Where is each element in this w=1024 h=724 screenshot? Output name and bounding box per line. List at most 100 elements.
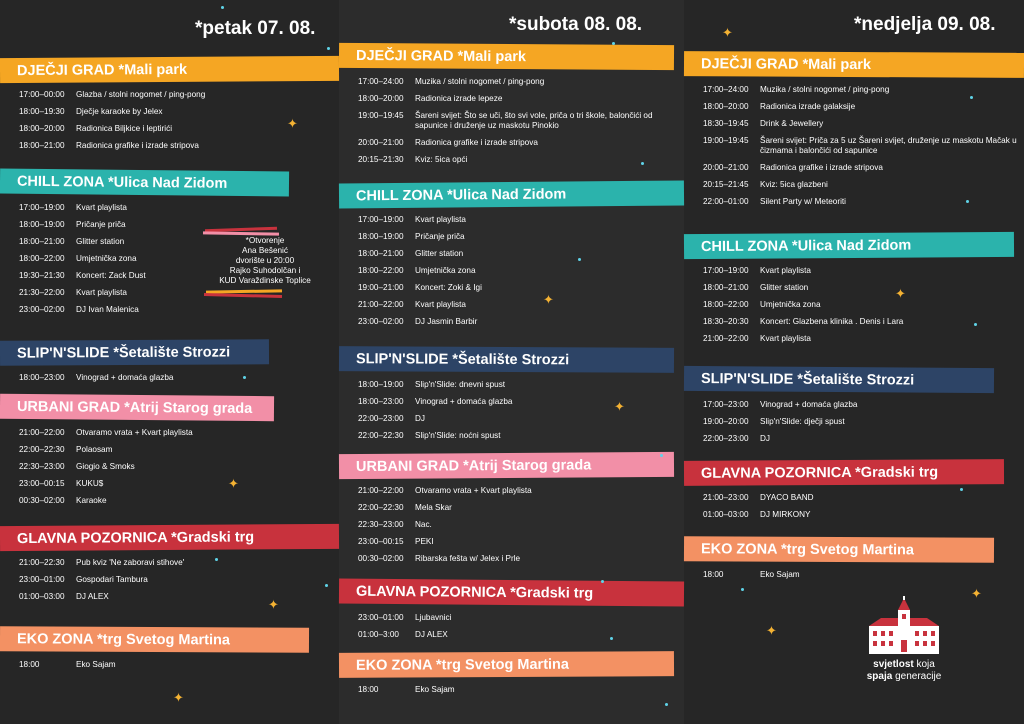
- schedule-row: 18:00 Eko Sajam: [703, 570, 1024, 580]
- schedule-row: 18:00–22:00 Umjetnička zona: [703, 300, 1024, 310]
- event-name: Kvart playlista: [760, 334, 811, 343]
- event-name: Vinograd + domaća glazba: [760, 400, 858, 409]
- event-time: 01:00–03:00: [703, 510, 749, 519]
- event-time: 21:00–23:00: [703, 493, 749, 502]
- event-name: Pričanje priča: [415, 232, 465, 241]
- event-time: 18:00: [703, 570, 724, 579]
- event-time: 18:00–22:00: [19, 254, 65, 263]
- schedule-row: 18:00–19:00 Pričanje priča: [19, 220, 339, 230]
- event-name: Vinograd + domaća glazba: [76, 373, 174, 382]
- event-name: Koncert: Zoki & Igi: [415, 283, 482, 292]
- schedule-row: 21:00–22:00 Otvaramo vrata + Kvart playli…: [358, 486, 684, 496]
- event-time: 19:00–19:45: [358, 111, 404, 120]
- schedule-row: 23:00–01:00 Ljubavnici: [358, 613, 684, 623]
- schedule-row: 22:00–23:00 DJ: [703, 434, 1024, 444]
- dot-decoration: [741, 588, 744, 591]
- venue-section: GLAVNA POZORNICA *Gradski trg 23:00–01:00…: [338, 578, 685, 647]
- schedule-list: 18:00 Eko Sajam: [684, 562, 1024, 580]
- schedule-row: 17:00–19:00 Kvart playlista: [358, 215, 684, 225]
- schedule-row: 18:00–19:30 Dječje karaoke by Jelex: [19, 107, 339, 117]
- event-name: Radionica izrade lepeze: [415, 94, 503, 103]
- schedule-list: 21:00–22:00 Otvaramo vrata + Kvart playli…: [339, 478, 684, 564]
- event-time: 19:00–20:00: [703, 417, 749, 426]
- venue-header: GLAVNA POZORNICA *Gradski trg: [338, 578, 685, 607]
- star-icon: ✦: [287, 116, 298, 131]
- schedule-row: 21:00–22:00 Otvaramo vrata + Kvart playli…: [19, 428, 339, 438]
- event-name: Nac.: [415, 520, 432, 529]
- schedule-row: 17:00–19:00 Kvart playlista: [19, 203, 339, 213]
- schedule-row: 19:00–21:00 Koncert: Zoki & Igi: [358, 283, 684, 293]
- dot-decoration: [970, 96, 973, 99]
- event-name: Silent Party w/ Meteoriti: [760, 197, 846, 206]
- venue-section: DJEČJI GRAD *Mali park 17:00–24:00 Muzika …: [683, 51, 1024, 214]
- logo-word: svjetlost: [873, 659, 914, 670]
- dot-decoration: [960, 488, 963, 491]
- venue-header: GLAVNA POZORNICA *Gradski trg: [0, 523, 340, 552]
- event-time: 00:30–02:00: [19, 496, 65, 505]
- venue-header: URBANI GRAD *Atrij Starog grada: [0, 393, 275, 422]
- event-name: DJ Ivan Malenica: [76, 305, 139, 314]
- schedule-row: 21:00–22:30 Pub kviz 'Ne zaboravi stihove…: [19, 558, 339, 568]
- event-time: 18:00–20:00: [703, 102, 749, 111]
- event-name: Eko Sajam: [760, 570, 800, 579]
- venue-section: CHILL ZONA *Ulica Nad Zidom 17:00–19:00 Kv…: [0, 168, 339, 322]
- event-time: 17:00–00:00: [19, 90, 65, 99]
- event-name: Muzika / stolni nogomet / ping-pong: [415, 77, 545, 86]
- schedule-row: 22:00–22:30 Polaosam: [19, 445, 339, 455]
- dot-decoration: [601, 580, 604, 583]
- schedule-row: 01:00–03:00 DJ MIRKONY: [703, 510, 1024, 520]
- dot-decoration: [221, 6, 224, 9]
- venue-header: DJEČJI GRAD *Mali park: [338, 42, 675, 71]
- star-icon: ✦: [228, 476, 239, 491]
- schedule-list: 17:00–24:00 Muzika / stolni nogomet / pin…: [684, 77, 1024, 207]
- dot-decoration: [660, 454, 663, 457]
- dot-decoration: [641, 162, 644, 165]
- event-name: Radionica grafike i izrade stripova: [760, 163, 883, 172]
- schedule-row: 18:00–22:00 Umjetnička zona: [358, 266, 684, 276]
- dot-decoration: [612, 42, 615, 45]
- schedule-row: 18:00–20:00 Radionica izrade galaksije: [703, 102, 1024, 112]
- event-time: 17:00–19:00: [703, 266, 749, 275]
- schedule-list: 18:00 Eko Sajam: [339, 677, 684, 695]
- schedule-row: 22:00–01:00 Silent Party w/ Meteoriti: [703, 197, 1024, 207]
- dot-decoration: [327, 47, 330, 50]
- schedule-row: 21:00–22:00 Kvart playlista: [703, 334, 1024, 344]
- event-time: 18:00–21:00: [703, 283, 749, 292]
- schedule-list: 17:00–00:00 Glazba / stolni nogomet / pin…: [0, 82, 339, 151]
- venue-header: CHILL ZONA *Ulica Nad Zidom: [683, 231, 1015, 260]
- schedule-row: 17:00–00:00 Glazba / stolni nogomet / pin…: [19, 90, 339, 100]
- event-time: 23:00–00:15: [19, 479, 65, 488]
- event-time: 21:30–22:00: [19, 288, 65, 297]
- event-time: 18:00–19:00: [358, 232, 404, 241]
- venue-header: DJEČJI GRAD *Mali park: [0, 55, 340, 84]
- event-time: 21:00–22:00: [358, 300, 404, 309]
- schedule-list: 18:00 Eko Sajam: [0, 652, 339, 670]
- venue-section: EKO ZONA *trg Svetog Martina 18:00 Eko Saj…: [683, 536, 1024, 587]
- schedule-list: 21:00–23:00 DYACO BAND 01:00–03:00 DJ MIRKO…: [684, 485, 1024, 520]
- event-name: Ljubavnici: [415, 613, 452, 622]
- venue-section: GLAVNA POZORNICA *Gradski trg 21:00–23:00…: [683, 459, 1024, 527]
- venue-header: CHILL ZONA *Ulica Nad Zidom: [338, 180, 685, 209]
- schedule-row: 21:00–22:00 Kvart playlista: [358, 300, 684, 310]
- event-time: 23:00–00:15: [358, 537, 404, 546]
- event-time: 18:00–19:00: [19, 220, 65, 229]
- event-name: Umjetnička zona: [760, 300, 821, 309]
- schedule-row: 18:00 Eko Sajam: [19, 660, 339, 670]
- event-name: Kvart playlista: [760, 266, 811, 275]
- schedule-list: 17:00–19:00 Kvart playlista 18:00–21:00 Gli…: [684, 258, 1024, 344]
- note-line: dvorište u 20:00: [235, 256, 295, 265]
- event-time: 22:30–23:00: [358, 520, 404, 529]
- event-name: Radionica grafike i izrade stripova: [76, 141, 199, 150]
- event-name: Giogio & Smoks: [76, 462, 135, 471]
- event-name: Kvart playlista: [76, 203, 127, 212]
- venue-section: URBANI GRAD *Atrij Starog grada 21:00–22:…: [0, 393, 339, 513]
- venue-header: EKO ZONA *trg Svetog Martina: [0, 626, 310, 653]
- event-name: DJ: [760, 434, 771, 443]
- schedule-row: 18:30–19:45 Drink & Jewellery: [703, 119, 1024, 129]
- event-name: Eko Sajam: [415, 685, 455, 694]
- venue-section: DJEČJI GRAD *Mali park 17:00–24:00 Muzika …: [338, 42, 684, 172]
- event-time: 18:00–22:00: [703, 300, 749, 309]
- schedule-row: 21:00–23:00 DYACO BAND: [703, 493, 1024, 503]
- day-panel-sunday: [684, 0, 1024, 724]
- event-name: Glitter station: [760, 283, 809, 292]
